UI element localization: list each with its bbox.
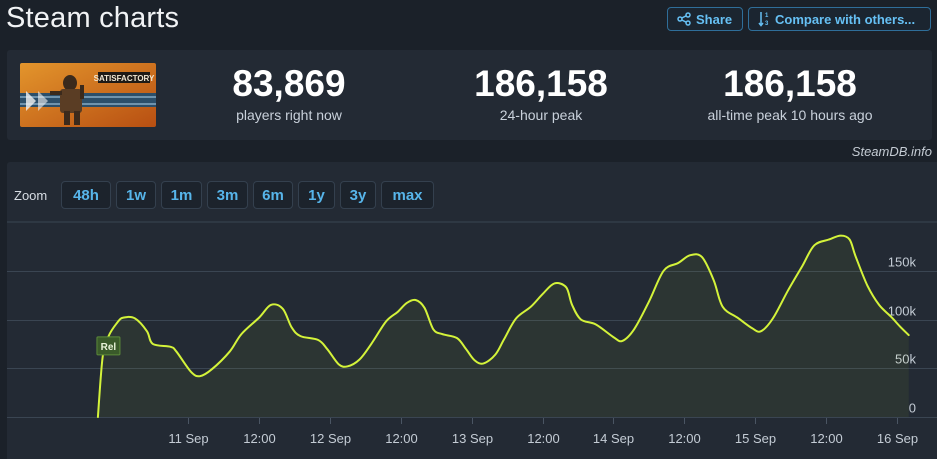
zoom-label: Zoom: [14, 188, 48, 203]
compare-button[interactable]: 1 3 Compare with others...: [748, 7, 931, 31]
y-tick-label: 150k: [888, 255, 917, 270]
zoom-6m-button[interactable]: 6m: [253, 181, 293, 209]
x-tick-label: 15 Sep: [735, 431, 776, 446]
zoom-3y-button[interactable]: 3y: [340, 181, 376, 209]
zoom-max-button[interactable]: max: [381, 181, 434, 209]
x-tick-label: 12 Sep: [310, 431, 351, 446]
zoom-1y-button[interactable]: 1y: [298, 181, 335, 209]
stat-all-time-peak: 186,158 all-time peak 10 hours ago: [670, 63, 910, 124]
share-button[interactable]: Share: [667, 7, 743, 31]
x-tick-label: 11 Sep: [168, 431, 208, 446]
game-logo: SATISFACTORY: [94, 74, 155, 83]
svg-text:3: 3: [765, 21, 769, 27]
x-tick-label: 12:00: [385, 431, 418, 446]
x-tick-label: 12:00: [243, 431, 276, 446]
stats-panel: SATISFACTORY 83,869 players right now 18…: [7, 50, 932, 140]
page-title: Steam charts: [6, 2, 180, 34]
release-marker[interactable]: [96, 336, 121, 356]
all-time-peak-label: all-time peak 10 hours ago: [707, 107, 873, 123]
svg-text:1: 1: [765, 13, 769, 19]
zoom-3m-button[interactable]: 3m: [207, 181, 248, 209]
x-tick-label: 13 Sep: [452, 431, 493, 446]
x-tick-label: 12:00: [668, 431, 701, 446]
share-label: Share: [696, 11, 733, 27]
compare-label: Compare with others...: [775, 11, 916, 27]
game-banner[interactable]: SATISFACTORY: [20, 63, 156, 127]
player-count-area: [97, 235, 909, 417]
x-tick-label: 12:00: [810, 431, 843, 446]
zoom-48h-button[interactable]: 48h: [61, 181, 111, 209]
y-tick-label: 0: [909, 401, 916, 416]
peak-24h-label: 24-hour peak: [499, 107, 583, 123]
zoom-1m-button[interactable]: 1m: [161, 181, 202, 209]
game-banner-art: SATISFACTORY: [20, 63, 156, 127]
share-icon: [677, 12, 691, 26]
player-count-line: [96, 234, 910, 418]
players-now-label: players right now: [236, 107, 342, 123]
x-tick-label: 12:00: [527, 431, 560, 446]
x-tick-label: 16 Sep: [877, 431, 918, 446]
steamdb-credit[interactable]: SteamDB.info: [851, 144, 932, 159]
sort-numeric-icon: 1 3: [758, 12, 769, 27]
x-tick-label: 14 Sep: [593, 431, 634, 446]
stat-24h-peak: 186,158 24-hour peak: [421, 63, 661, 124]
players-now-value: 83,869: [232, 63, 346, 104]
release-marker-label: Rel: [101, 342, 117, 353]
peak-24h-value: 186,158: [474, 63, 608, 104]
y-tick-label: 100k: [888, 304, 917, 319]
all-time-peak-value: 186,158: [723, 63, 857, 104]
stat-players-now: 83,869 players right now: [169, 63, 409, 124]
y-tick-label: 50k: [895, 352, 916, 367]
zoom-1w-button[interactable]: 1w: [116, 181, 156, 209]
chart-panel: [7, 162, 937, 459]
